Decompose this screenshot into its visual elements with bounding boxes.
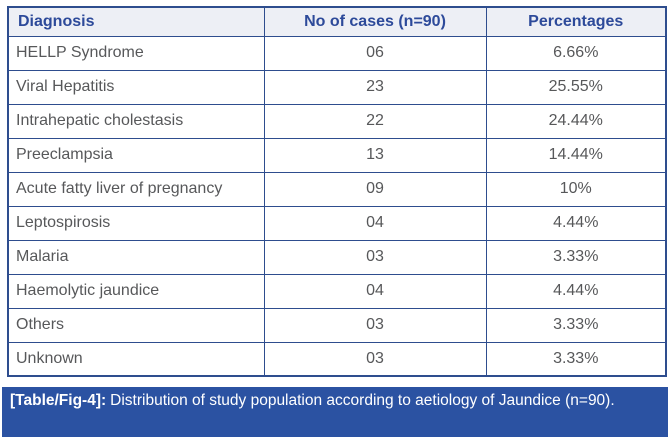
cell-cases: 03: [263, 239, 487, 275]
cell-diagnosis: Haemolytic jaundice: [7, 273, 265, 309]
cell-cases: 23: [263, 69, 487, 105]
cell-percentage: 14.44%: [485, 137, 667, 173]
cell-percentage: 10%: [485, 171, 667, 207]
data-table: Diagnosis No of cases (n=90) Percentages…: [7, 6, 667, 377]
table-row: Unknown 03 3.33%: [7, 341, 667, 377]
cell-cases: 03: [263, 307, 487, 343]
cell-cases: 04: [263, 273, 487, 309]
table-header-row: Diagnosis No of cases (n=90) Percentages: [7, 6, 667, 37]
cell-diagnosis: Preeclampsia: [7, 137, 265, 173]
table-row: Leptospirosis 04 4.44%: [7, 205, 667, 241]
cell-cases: 04: [263, 205, 487, 241]
column-header-cases: No of cases (n=90): [263, 6, 487, 37]
cell-percentage: 3.33%: [485, 307, 667, 343]
cell-percentage: 6.66%: [485, 35, 667, 71]
cell-diagnosis: Malaria: [7, 239, 265, 275]
table-row: Acute fatty liver of pregnancy 09 10%: [7, 171, 667, 207]
cell-diagnosis: Others: [7, 307, 265, 343]
table-caption: [Table/Fig-4]: Distribution of study popu…: [2, 387, 668, 437]
table-caption-text: Distribution of study population accordi…: [110, 392, 615, 409]
cell-diagnosis: Leptospirosis: [7, 205, 265, 241]
cell-diagnosis: Acute fatty liver of pregnancy: [7, 171, 265, 207]
cell-diagnosis: HELLP Syndrome: [7, 35, 265, 71]
table-row: Intrahepatic cholestasis 22 24.44%: [7, 103, 667, 139]
column-header-diagnosis: Diagnosis: [7, 6, 265, 37]
cell-percentage: 24.44%: [485, 103, 667, 139]
cell-percentage: 3.33%: [485, 341, 667, 377]
table-row: Malaria 03 3.33%: [7, 239, 667, 275]
cell-cases: 03: [263, 341, 487, 377]
cell-diagnosis: Viral Hepatitis: [7, 69, 265, 105]
cell-diagnosis: Unknown: [7, 341, 265, 377]
cell-cases: 13: [263, 137, 487, 173]
cell-cases: 06: [263, 35, 487, 71]
table-row: HELLP Syndrome 06 6.66%: [7, 35, 667, 71]
cell-percentage: 4.44%: [485, 205, 667, 241]
table-row: Viral Hepatitis 23 25.55%: [7, 69, 667, 105]
cell-percentage: 4.44%: [485, 273, 667, 309]
column-header-percentages: Percentages: [485, 6, 667, 37]
cell-diagnosis: Intrahepatic cholestasis: [7, 103, 265, 139]
cell-percentage: 25.55%: [485, 69, 667, 105]
cell-percentage: 3.33%: [485, 239, 667, 275]
cell-cases: 09: [263, 171, 487, 207]
table-row: Preeclampsia 13 14.44%: [7, 137, 667, 173]
table-row: Haemolytic jaundice 04 4.44%: [7, 273, 667, 309]
table-caption-label: [Table/Fig-4]:: [10, 392, 107, 409]
table-row: Others 03 3.33%: [7, 307, 667, 343]
cell-cases: 22: [263, 103, 487, 139]
